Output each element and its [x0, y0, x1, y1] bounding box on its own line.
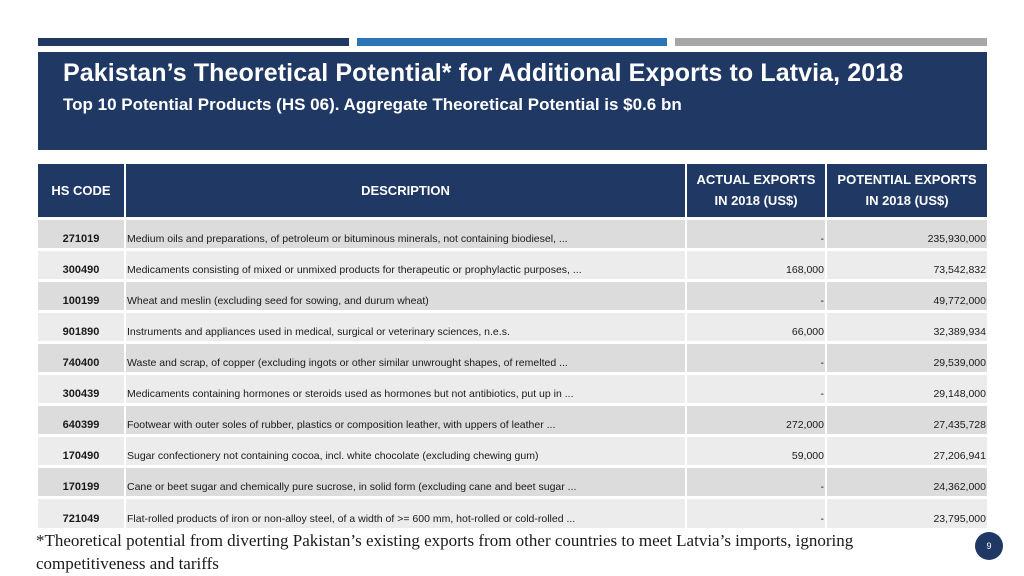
description-cell: Flat-rolled products of iron or non-allo…	[125, 495, 687, 528]
header-potential-line1: POTENTIAL EXPORTS	[837, 172, 977, 188]
table-row: 100199 Wheat and meslin (excluding seed …	[38, 278, 987, 311]
hs-code-cell: 170490	[38, 433, 126, 466]
table-row: 901890 Instruments and appliances used i…	[38, 309, 987, 342]
hs-code-cell: 170199	[38, 464, 126, 497]
potential-exports-cell: 29,148,000	[826, 371, 987, 404]
description-cell: Sugar confectionery not containing cocoa…	[125, 433, 687, 466]
header-potential-line2: IN 2018 (US$)	[865, 193, 949, 209]
table-row: 170490 Sugar confectionery not containin…	[38, 433, 987, 466]
hs-code-cell: 300490	[38, 247, 126, 280]
potential-exports-cell: 24,362,000	[826, 464, 987, 497]
description-cell: Medicaments consisting of mixed or unmix…	[125, 247, 687, 280]
top-decorative-bars	[38, 38, 987, 46]
hs-code-cell: 901890	[38, 309, 126, 342]
description-cell: Footwear with outer soles of rubber, pla…	[125, 402, 687, 435]
potential-exports-cell: 49,772,000	[826, 278, 987, 311]
actual-exports-cell: 272,000	[686, 402, 827, 435]
table-row: 300490 Medicaments consisting of mixed o…	[38, 247, 987, 280]
exports-table: HS CODE DESCRIPTION ACTUAL EXPORTS IN 20…	[38, 164, 987, 528]
header-actual-exports: ACTUAL EXPORTS IN 2018 (US$)	[686, 164, 827, 218]
page-number-badge: 9	[975, 532, 1003, 560]
slide-subtitle: Top 10 Potential Products (HS 06). Aggre…	[63, 95, 682, 114]
table-row: 721049 Flat-rolled products of iron or n…	[38, 495, 987, 528]
description-cell: Cane or beet sugar and chemically pure s…	[125, 464, 687, 497]
navy-bar	[38, 38, 349, 46]
actual-exports-cell: -	[686, 371, 827, 404]
description-cell: Instruments and appliances used in medic…	[125, 309, 687, 342]
actual-exports-cell: -	[686, 216, 827, 249]
header-potential-exports: POTENTIAL EXPORTS IN 2018 (US$)	[826, 164, 987, 218]
slide-title: Pakistan’s Theoretical Potential* for Ad…	[63, 59, 904, 87]
header-actual-line2: IN 2018 (US$)	[714, 193, 798, 209]
actual-exports-cell: -	[686, 464, 827, 497]
description-cell: Medium oils and preparations, of petrole…	[125, 216, 687, 249]
actual-exports-cell: 59,000	[686, 433, 827, 466]
header-description: DESCRIPTION	[125, 164, 687, 218]
potential-exports-cell: 27,435,728	[826, 402, 987, 435]
actual-exports-cell: 66,000	[686, 309, 827, 342]
table-row: 300439 Medicaments containing hormones o…	[38, 371, 987, 404]
potential-exports-cell: 27,206,941	[826, 433, 987, 466]
potential-exports-cell: 29,539,000	[826, 340, 987, 373]
table-header-row: HS CODE DESCRIPTION ACTUAL EXPORTS IN 20…	[38, 164, 987, 218]
actual-exports-cell: -	[686, 340, 827, 373]
hs-code-cell: 100199	[38, 278, 126, 311]
actual-exports-cell: 168,000	[686, 247, 827, 280]
potential-exports-cell: 235,930,000	[826, 216, 987, 249]
description-cell: Waste and scrap, of copper (excluding in…	[125, 340, 687, 373]
table-row: 740400 Waste and scrap, of copper (exclu…	[38, 340, 987, 373]
title-banner: Pakistan’s Theoretical Potential* for Ad…	[38, 52, 987, 150]
footnote: *Theoretical potential from diverting Pa…	[36, 531, 854, 573]
potential-exports-cell: 32,389,934	[826, 309, 987, 342]
potential-exports-cell: 73,542,832	[826, 247, 987, 280]
table-row: 271019 Medium oils and preparations, of …	[38, 216, 987, 249]
table-row: 170199 Cane or beet sugar and chemically…	[38, 464, 987, 497]
hs-code-cell: 640399	[38, 402, 126, 435]
hs-code-cell: 721049	[38, 495, 126, 528]
hs-code-cell: 740400	[38, 340, 126, 373]
gray-bar	[675, 38, 987, 46]
header-hs-code: HS CODE	[38, 164, 126, 218]
description-cell: Wheat and meslin (excluding seed for sow…	[125, 278, 687, 311]
hs-code-cell: 271019	[38, 216, 126, 249]
actual-exports-cell: -	[686, 495, 827, 528]
exports-table-container: HS CODE DESCRIPTION ACTUAL EXPORTS IN 20…	[38, 164, 987, 528]
header-actual-line1: ACTUAL EXPORTS	[696, 172, 816, 188]
actual-exports-cell: -	[686, 278, 827, 311]
description-cell: Medicaments containing hormones or stero…	[125, 371, 687, 404]
hs-code-cell: 300439	[38, 371, 126, 404]
blue-bar	[357, 38, 667, 46]
potential-exports-cell: 23,795,000	[826, 495, 987, 528]
table-row: 640399 Footwear with outer soles of rubb…	[38, 402, 987, 435]
